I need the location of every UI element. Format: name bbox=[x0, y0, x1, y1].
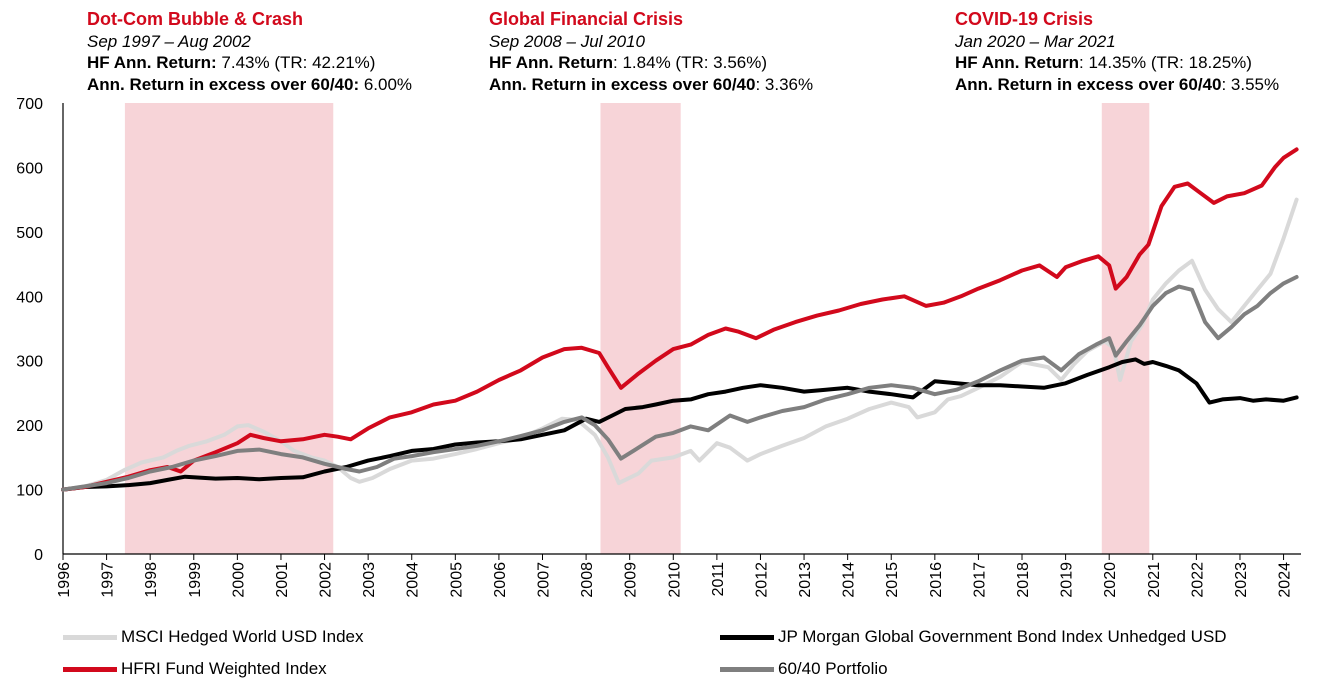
x-tick-label: 2017 bbox=[971, 562, 988, 598]
x-tick-label: 2003 bbox=[361, 562, 378, 598]
annotation-hf-label: HF Ann. Return: bbox=[87, 53, 217, 72]
annotation-excess-return: Ann. Return in excess over 60/40: 6.00% bbox=[87, 74, 412, 96]
y-tick-label: 700 bbox=[16, 96, 43, 113]
annotation-period: Sep 2008 – Jul 2010 bbox=[489, 31, 645, 51]
x-axis: 1996 1997 1998 1999 2000 2001 2002 2003 2004 2005… bbox=[56, 553, 1301, 598]
x-tick-label: 2008 bbox=[579, 562, 596, 598]
legend-item-p6040: 60/40 Portfolio bbox=[720, 659, 888, 679]
shaded-period bbox=[1101, 103, 1150, 554]
x-tick-label: 2020 bbox=[1102, 562, 1119, 598]
annotation-excess-label: Ann. Return in excess over 60/40: bbox=[87, 74, 360, 94]
x-tick-label: 2023 bbox=[1233, 562, 1250, 598]
shaded-period bbox=[600, 103, 681, 554]
annotation-excess-value: : 3.36% bbox=[755, 74, 814, 94]
annotation-excess-label: Ann. Return in excess over 60/40 bbox=[489, 74, 756, 94]
annotation-hf-value: : 1.84% (TR: 3.56%) bbox=[613, 53, 768, 72]
x-tick-label: 2021 bbox=[1146, 562, 1163, 598]
annotation-period: Sep 1997 – Aug 2002 bbox=[87, 31, 251, 51]
y-tick-label: 0 bbox=[34, 547, 43, 564]
x-tick-label: 2007 bbox=[536, 562, 553, 598]
x-tick-label: 2009 bbox=[623, 562, 640, 598]
legend-item-hfri: HFRI Fund Weighted Index bbox=[63, 659, 327, 679]
x-tick-label: 1997 bbox=[100, 562, 117, 598]
x-tick-label: 2002 bbox=[318, 562, 335, 598]
y-tick-label: 600 bbox=[16, 160, 43, 177]
legend-swatch-msci bbox=[63, 634, 117, 640]
annotation-hf-return: HF Ann. Return: 1.84% (TR: 3.56%) bbox=[489, 52, 813, 74]
x-tick-label: 2010 bbox=[666, 562, 683, 598]
x-tick-label: 2014 bbox=[841, 562, 858, 598]
series-line-p6040 bbox=[61, 275, 1299, 492]
y-tick-label: 100 bbox=[16, 483, 43, 500]
x-tick-label: 2005 bbox=[448, 562, 465, 598]
x-tick-label: 2006 bbox=[492, 562, 509, 598]
y-tick-label: 500 bbox=[16, 225, 43, 242]
x-tick-label: 1998 bbox=[143, 562, 160, 598]
annotation-hf-return: HF Ann. Return: 14.35% (TR: 18.25%) bbox=[955, 52, 1279, 74]
annotation-title: Global Financial Crisis bbox=[489, 9, 684, 29]
series-lines bbox=[61, 147, 1299, 492]
x-tick-label: 2019 bbox=[1059, 562, 1076, 598]
y-tick-label: 300 bbox=[16, 354, 43, 371]
x-tick-label: 2011 bbox=[710, 562, 727, 597]
legend-label-hfri: HFRI Fund Weighted Index bbox=[121, 659, 327, 678]
annotation-hf-label: HF Ann. Return bbox=[489, 53, 614, 72]
legend-item-jpm: JP Morgan Global Government Bond Index U… bbox=[720, 627, 1227, 647]
shaded-periods bbox=[124, 103, 1150, 554]
annotation-gfc: Global Financial Crisis Sep 2008 – Jul 2… bbox=[489, 9, 813, 95]
annotation-hf-label: HF Ann. Return bbox=[955, 53, 1080, 72]
annotation-covid: COVID-19 Crisis Jan 2020 – Mar 2021 HF A… bbox=[955, 9, 1279, 95]
x-tick-label: 2022 bbox=[1189, 562, 1206, 598]
x-tick-label: 2015 bbox=[884, 562, 901, 598]
y-tick-label: 200 bbox=[16, 418, 43, 435]
shaded-period bbox=[124, 103, 334, 554]
x-tick-label: 2018 bbox=[1015, 562, 1032, 598]
annotation-hf-value: 7.43% (TR: 42.21%) bbox=[216, 53, 376, 72]
legend-label-jpm: JP Morgan Global Government Bond Index U… bbox=[778, 627, 1227, 646]
x-tick-label: 2004 bbox=[405, 562, 422, 598]
legend-item-msci: MSCI Hedged World USD Index bbox=[63, 627, 364, 647]
series-line-hfri bbox=[61, 147, 1299, 492]
annotation-title: COVID-19 Crisis bbox=[955, 9, 1094, 29]
annotation-excess-return: Ann. Return in excess over 60/40: 3.36% bbox=[489, 74, 813, 96]
x-tick-label: 2013 bbox=[797, 562, 814, 598]
annotation-hf-value: : 14.35% (TR: 18.25%) bbox=[1079, 53, 1252, 72]
x-tick-label: 1999 bbox=[187, 562, 204, 598]
annotation-dotcom: Dot-Com Bubble & Crash Sep 1997 – Aug 20… bbox=[87, 9, 412, 95]
line-chart: 0 100 200 300 400 500 600 700 1996 1997 1998 1999 2… bbox=[16, 96, 1301, 598]
annotation-excess-value: : 3.55% bbox=[1221, 74, 1280, 94]
annotation-title: Dot-Com Bubble & Crash bbox=[87, 9, 303, 29]
x-tick-label: 2012 bbox=[753, 562, 770, 598]
annotation-excess-return: Ann. Return in excess over 60/40: 3.55% bbox=[955, 74, 1279, 96]
annotation-excess-value: 6.00% bbox=[359, 74, 413, 94]
x-tick-label: 2000 bbox=[230, 562, 247, 598]
legend-swatch-p6040 bbox=[720, 666, 774, 672]
x-tick-label: 2001 bbox=[274, 562, 291, 598]
y-tick-label: 400 bbox=[16, 289, 43, 306]
legend-label-p6040: 60/40 Portfolio bbox=[778, 659, 888, 678]
x-tick-label: 2024 bbox=[1277, 562, 1294, 598]
x-tick-label: 1996 bbox=[56, 562, 73, 598]
x-tick-label: 2016 bbox=[928, 562, 945, 598]
series-line-jpm bbox=[61, 357, 1299, 492]
legend-label-msci: MSCI Hedged World USD Index bbox=[121, 627, 364, 646]
annotation-period: Jan 2020 – Mar 2021 bbox=[955, 31, 1116, 51]
legend-swatch-jpm bbox=[720, 634, 774, 640]
annotation-excess-label: Ann. Return in excess over 60/40 bbox=[955, 74, 1222, 94]
annotation-hf-return: HF Ann. Return: 7.43% (TR: 42.21%) bbox=[87, 52, 412, 74]
legend-swatch-hfri bbox=[63, 666, 117, 672]
y-axis: 0 100 200 300 400 500 600 700 bbox=[16, 96, 64, 564]
